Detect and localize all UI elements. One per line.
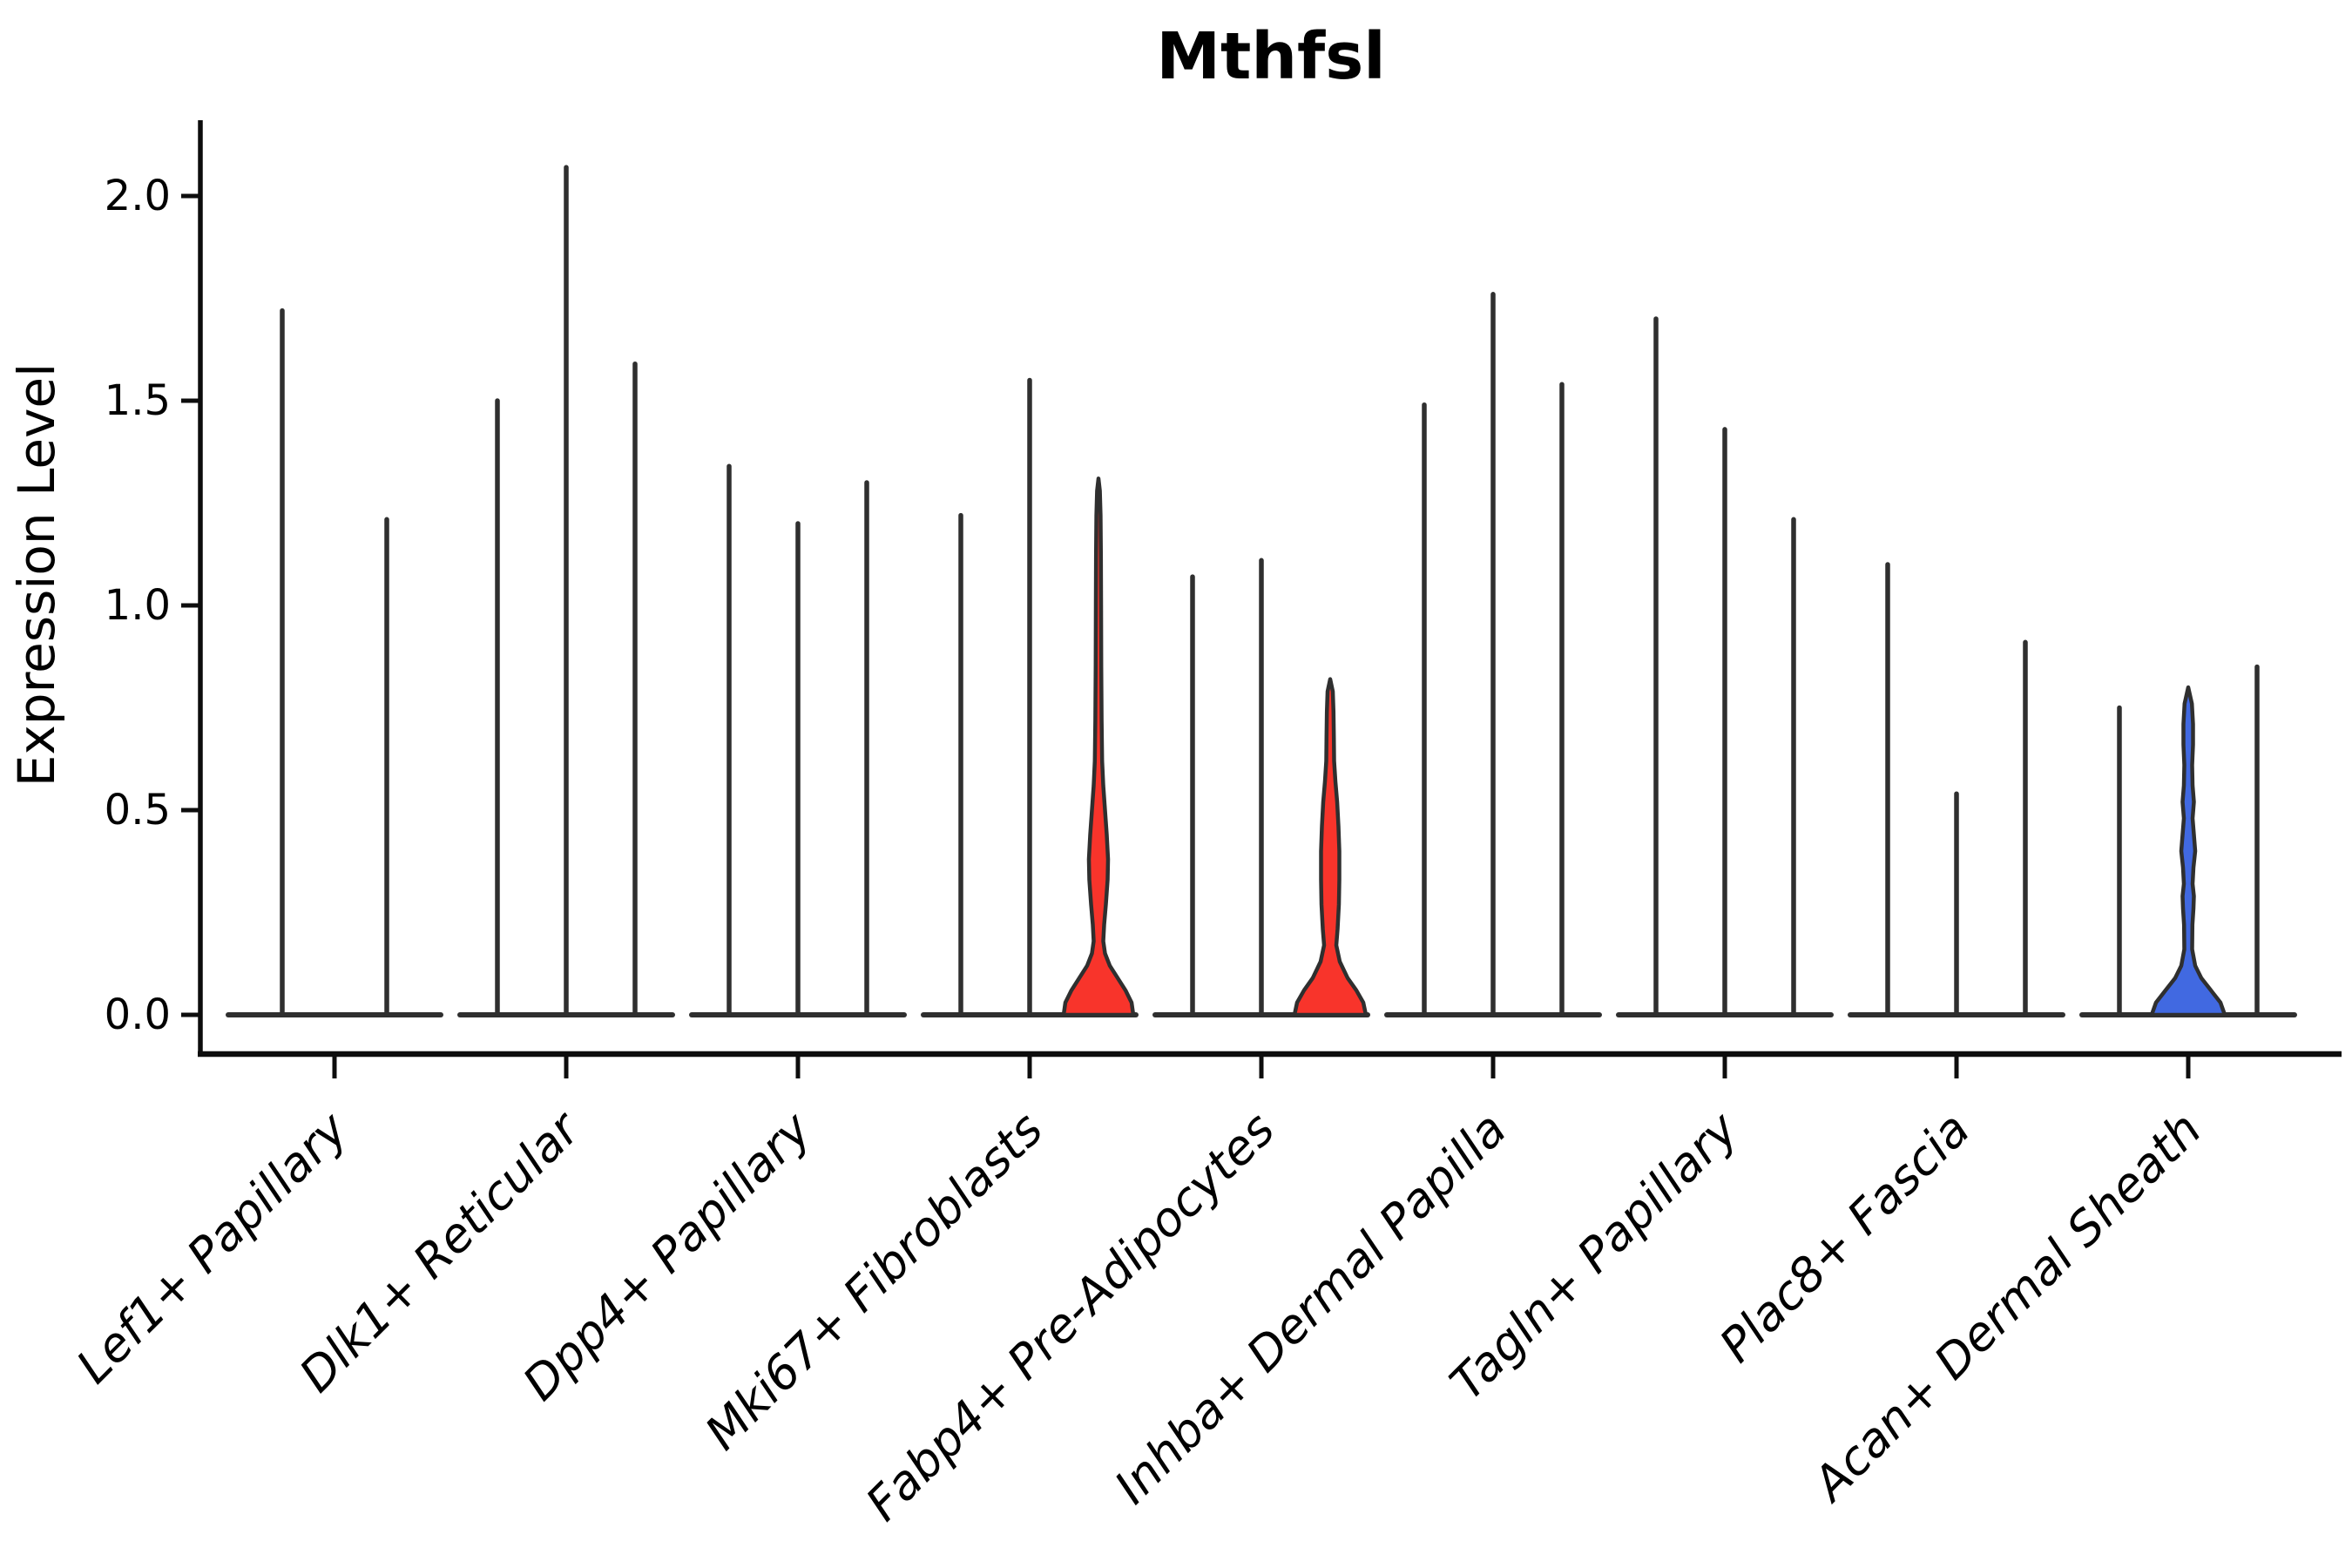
axes-layer <box>181 120 2342 1078</box>
violin-colored <box>1292 677 1369 1017</box>
x-tick-label: Plac8+ Fascia <box>1709 1102 1980 1373</box>
y-tick-label: 2.0 <box>105 172 171 220</box>
y-tick-label: 0.5 <box>105 786 171 835</box>
chart-title: Mthfsl <box>1156 19 1385 94</box>
y-tick-label: 1.0 <box>105 581 171 630</box>
x-tick-label: Acan+ Dermal Sheath <box>1801 1102 2212 1513</box>
y-axis-label: Expression Level <box>7 363 66 787</box>
y-tick-label: 0.0 <box>105 990 171 1039</box>
y-tick-label: 1.5 <box>105 376 171 425</box>
x-tick-label: Fabp4+ Pre-Adipocytes <box>855 1102 1285 1531</box>
violin-colored <box>1061 476 1136 1017</box>
violin-colored <box>2149 685 2227 1017</box>
violin-layer <box>226 165 2297 1017</box>
x-tick-label: Inhba+ Dermal Papilla <box>1104 1102 1517 1515</box>
